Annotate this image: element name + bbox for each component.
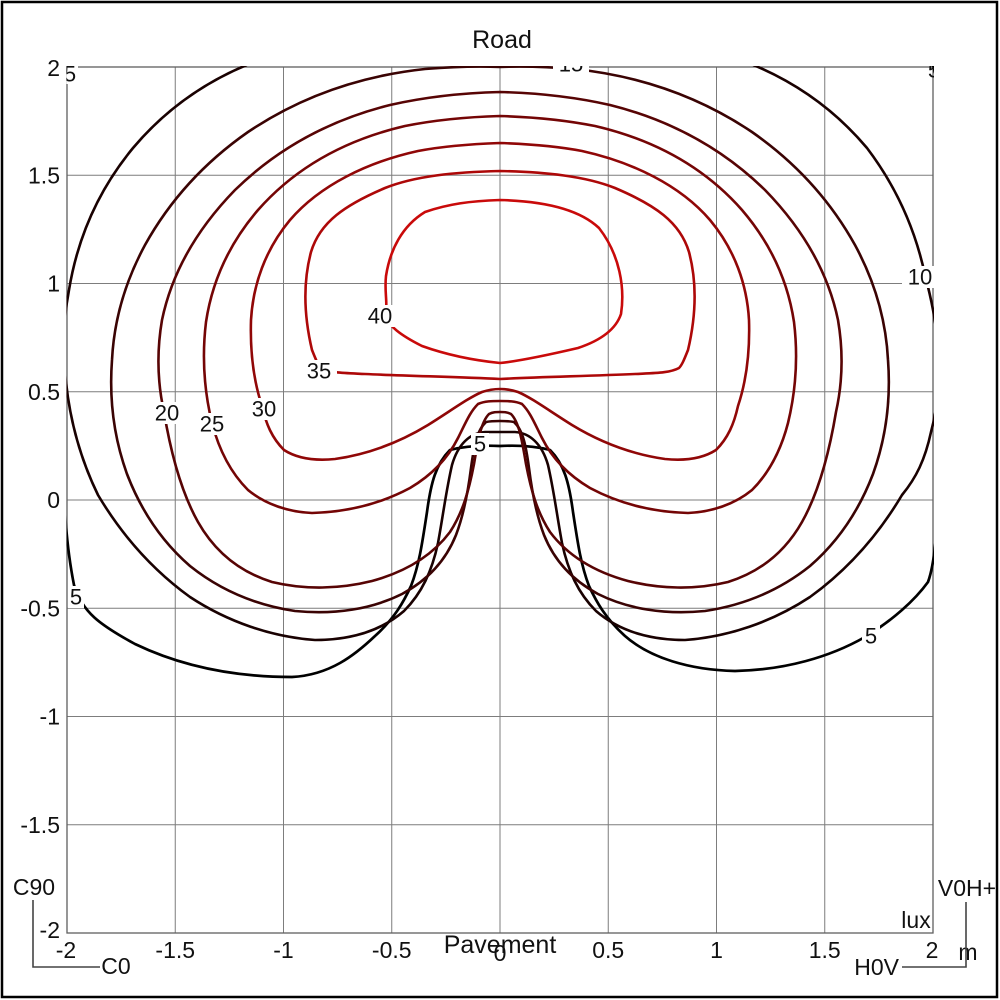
v-plane-axis-icon — [902, 902, 967, 968]
h0v-label: H0V — [854, 954, 899, 980]
y-tick--0.5: -0.5 — [20, 595, 60, 621]
v-plane-marker: V0H+ H0V — [854, 875, 996, 980]
contour-label-5-topleft: 5 — [64, 62, 76, 87]
y-tick-2: 2 — [47, 55, 60, 81]
axis-unit-label: m — [958, 939, 977, 965]
c-plane-axis-icon — [32, 900, 100, 968]
y-axis-ticks: 2 1.5 1 0.5 0 -0.5 -1 -1.5 -2 — [20, 55, 60, 943]
contour-labels: 40 35 30 25 20 15 10 5 5 5 5 5 — [64, 52, 940, 649]
value-unit-label: lux — [901, 907, 931, 933]
contour-10-line — [66, 66, 934, 642]
x-tick--2: -2 — [56, 937, 76, 963]
y-tick--1.5: -1.5 — [20, 812, 60, 838]
x-axis-ticks: -2 -1.5 -1 -0.5 0 0.5 1 1.5 2 — [56, 937, 939, 966]
c-plane-marker: C90 C0 — [13, 874, 131, 979]
x-tick-2: 2 — [926, 937, 939, 963]
contour-5-line — [66, 66, 934, 679]
contour-label-15: 15 — [559, 52, 583, 77]
contour-label-25: 25 — [200, 412, 224, 437]
y-tick--2: -2 — [40, 917, 60, 943]
contour-lines: 40 35 30 25 20 15 10 5 5 5 5 5 — [64, 52, 940, 679]
contour-label-5-topright: 5 — [928, 58, 940, 83]
c0-label: C0 — [101, 953, 130, 979]
x-tick--1: -1 — [273, 937, 293, 963]
contour-label-30: 30 — [252, 397, 276, 422]
c90-label: C90 — [13, 874, 55, 900]
y-tick-0.5: 0.5 — [28, 379, 60, 405]
contour-label-35: 35 — [307, 359, 331, 384]
contour-25-line — [202, 114, 798, 515]
x-tick-0.5: 0.5 — [592, 937, 624, 963]
contour-label-20: 20 — [155, 401, 179, 426]
x-tick-1.5: 1.5 — [809, 937, 841, 963]
contour-30-line — [249, 141, 751, 462]
contour-label-5-right: 5 — [865, 624, 877, 649]
y-tick-1: 1 — [47, 271, 60, 297]
bottom-plane-label: Pavement — [444, 931, 557, 959]
grid-lines — [67, 67, 933, 933]
y-tick--1: -1 — [40, 704, 60, 730]
contour-label-40: 40 — [368, 304, 392, 329]
contour-20-line — [157, 90, 843, 589]
x-tick--0.5: -0.5 — [372, 937, 412, 963]
y-tick-1.5: 1.5 — [28, 162, 60, 188]
x-tick-1: 1 — [710, 937, 723, 963]
contour-40-line — [382, 198, 624, 365]
chart-title: Road — [472, 26, 532, 54]
x-tick-0: 0 — [494, 940, 507, 966]
contour-label-10: 10 — [908, 265, 932, 290]
contour-label-5-left: 5 — [70, 585, 82, 610]
contour-35-line — [304, 169, 696, 381]
v0h-label: V0H+ — [938, 875, 996, 901]
x-tick--1.5: -1.5 — [155, 937, 195, 963]
contour-label-5-center: 5 — [474, 432, 486, 457]
contour-15-line — [109, 66, 891, 614]
y-tick-0: 0 — [47, 487, 60, 513]
